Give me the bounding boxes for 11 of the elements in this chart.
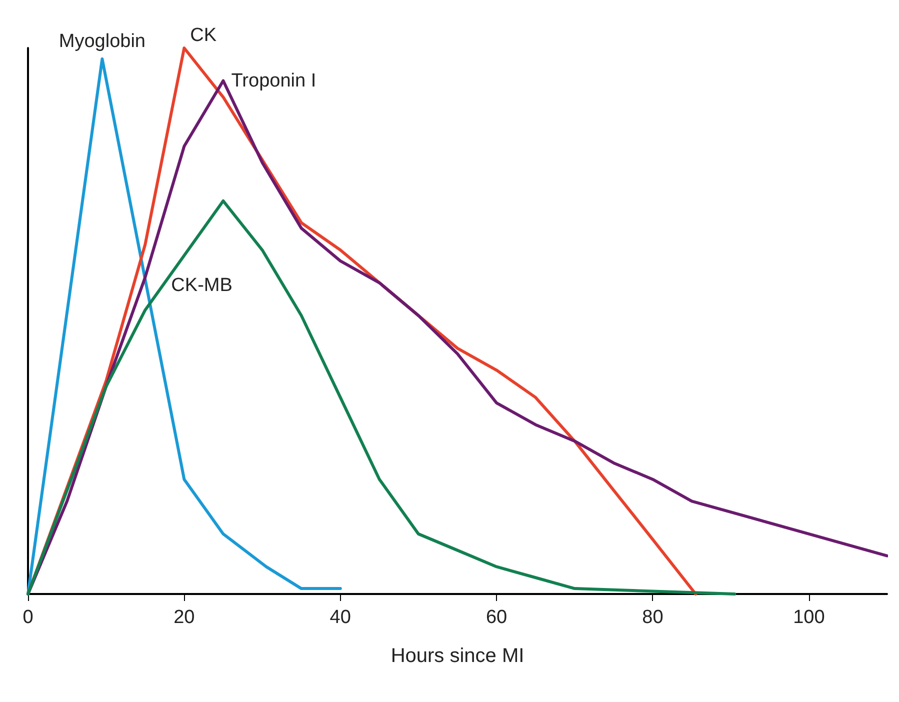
- x-tick-label: 80: [642, 607, 664, 628]
- x-tick-label: 100: [793, 607, 825, 628]
- series-label: Myoglobin: [58, 30, 146, 52]
- x-tick-label: 20: [174, 607, 195, 628]
- series-label: CK: [190, 24, 217, 46]
- series-label: CK-MB: [171, 274, 232, 296]
- x-tick-label: 40: [330, 607, 351, 628]
- x-axis-title: Hours since MI: [390, 645, 524, 667]
- x-tick-label: 60: [486, 607, 508, 628]
- x-tick-label: 0: [22, 607, 34, 628]
- series-label: Troponin I: [231, 70, 316, 92]
